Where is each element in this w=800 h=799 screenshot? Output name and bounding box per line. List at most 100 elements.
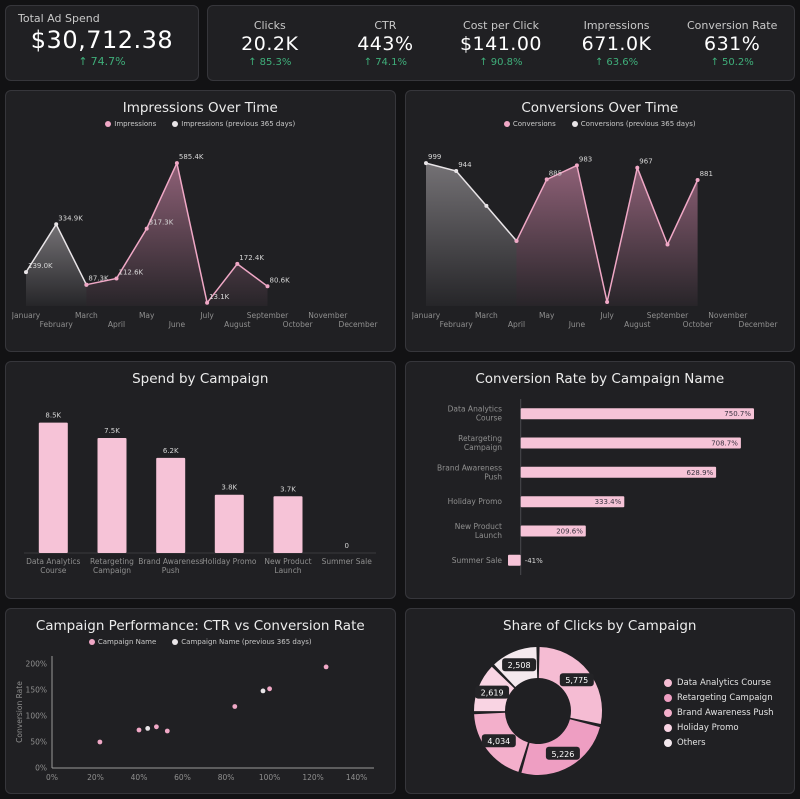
scatter-point[interactable] — [97, 739, 103, 745]
chart-legend[interactable]: Campaign Name Campaign Name (previous 365… — [88, 638, 312, 646]
data-point[interactable] — [175, 161, 180, 166]
kpi-card-impressions[interactable]: Impressions 671.0K ↑ 63.6% — [559, 12, 675, 74]
data-point[interactable] — [114, 276, 119, 281]
legend-item[interactable]: Holiday Promo — [663, 723, 774, 733]
svg-text:0%: 0% — [35, 764, 47, 773]
data-point[interactable] — [665, 242, 670, 247]
legend-item[interactable]: Conversions (previous 365 days) — [571, 120, 696, 128]
spend-by-campaign-chart[interactable]: 8.5K Data Analytics Course 7.5K Retargeting C… — [12, 389, 388, 589]
data-point[interactable] — [265, 284, 270, 289]
svg-text:Retargeting: Retargeting — [90, 557, 134, 566]
legend-item[interactable]: Others — [663, 738, 774, 748]
data-point[interactable] — [423, 161, 428, 166]
scatter-point[interactable] — [165, 728, 170, 734]
legend-item[interactable]: Retargeting Campaign — [663, 693, 774, 703]
chart-title: Conversions Over Time — [521, 100, 679, 116]
legend-item[interactable]: Conversions — [503, 120, 556, 128]
legend-item[interactable]: Campaign Name (previous 365 days) — [172, 638, 312, 646]
svg-text:Push: Push — [484, 472, 502, 481]
kpi-delta-value: 63.6% — [606, 56, 639, 68]
kpi-delta-value: 90.8% — [490, 56, 523, 68]
bar[interactable] — [520, 466, 716, 478]
svg-text:944: 944 — [458, 161, 472, 169]
kpi-card-clicks[interactable]: Clicks 20.2K ↑ 85.3% — [212, 12, 328, 74]
data-point[interactable] — [544, 177, 549, 182]
impressions-over-time-chart[interactable]: 139.0K 334.9K 87.3K 112.6K 317.3K 585.4K 13.1K… — [11, 130, 388, 338]
kpi-value: 20.2K — [241, 32, 299, 55]
kpi-card-cost-per-click[interactable]: Cost per Click $141.00 ↑ 90.8% — [443, 12, 559, 74]
legend-item[interactable]: Brand Awareness Push — [663, 708, 774, 718]
scatter-point[interactable] — [323, 664, 329, 670]
slice-label-chip — [545, 746, 580, 760]
scatter-point[interactable] — [154, 724, 160, 730]
conversion-rate-by-campaign-chart[interactable]: 750.7% Data Analytics Course 708.7% Retarget… — [412, 389, 788, 589]
legend-item[interactable]: Data Analytics Course — [663, 678, 774, 688]
bar[interactable] — [520, 437, 741, 449]
data-point[interactable] — [514, 238, 519, 243]
svg-text:-41%: -41% — [524, 557, 542, 565]
svg-text:172.4K: 172.4K — [240, 254, 265, 262]
area-fill — [425, 163, 517, 306]
area-fill — [516, 165, 698, 306]
legend-item[interactable]: Impressions — [105, 120, 156, 128]
svg-text:150%: 150% — [26, 685, 47, 694]
kpi-card-total-ad-spend[interactable]: Total Ad Spend $30,712.38 ↑ 74.7% — [5, 5, 199, 81]
data-point[interactable] — [695, 178, 700, 182]
legend-dot-icon — [663, 739, 672, 747]
data-point[interactable] — [235, 261, 240, 266]
bar[interactable] — [273, 496, 303, 553]
up-arrow-icon: ↑ — [710, 56, 719, 68]
scatter-point[interactable] — [145, 726, 151, 731]
chart-legend[interactable]: Impressions Impressions (previous 365 day… — [105, 120, 295, 128]
scatter-point[interactable] — [267, 686, 273, 692]
data-point[interactable] — [54, 222, 59, 227]
bar[interactable] — [520, 408, 754, 420]
scatter-point[interactable] — [260, 688, 266, 694]
data-point[interactable] — [144, 226, 149, 231]
chart-card-ctr-vs-conversion-rate: Campaign Performance: CTR vs Conversion … — [5, 608, 396, 794]
kpi-card-ctr[interactable]: CTR 443% ↑ 74.1% — [328, 12, 444, 74]
bar[interactable] — [97, 438, 127, 553]
scatter-point[interactable] — [232, 704, 238, 709]
data-point[interactable] — [574, 163, 579, 168]
slice-label-chip — [475, 685, 510, 699]
legend-dot-icon — [503, 121, 510, 127]
data-point[interactable] — [453, 169, 458, 173]
slice-label-chip — [481, 734, 516, 748]
svg-text:September: September — [647, 311, 689, 320]
svg-text:October: October — [682, 320, 713, 329]
bar[interactable] — [520, 496, 625, 508]
svg-text:Conversion Rate: Conversion Rate — [15, 681, 24, 743]
conversions-over-time-chart[interactable]: 999 944 885 983 967 881 January February March Ap… — [411, 130, 788, 338]
svg-text:100%: 100% — [26, 711, 47, 720]
bar[interactable] — [156, 457, 186, 553]
bar[interactable] — [215, 494, 245, 553]
ctr-vs-conversion-rate-chart[interactable]: 0% 20% 40% 60% 80% 100% 120% 140% 0% 50% 100% 150% 2… — [12, 648, 388, 790]
area-fill — [86, 163, 268, 306]
donut-legend[interactable]: Data Analytics Course Retargeting Campaig… — [663, 678, 774, 748]
data-point[interactable] — [205, 300, 210, 305]
bar[interactable] — [520, 525, 586, 537]
data-point[interactable] — [24, 270, 29, 275]
data-point[interactable] — [484, 203, 489, 208]
legend-item[interactable]: Campaign Name — [88, 638, 156, 646]
legend-dot-icon — [172, 639, 179, 645]
kpi-value: 443% — [357, 32, 414, 55]
chart-legend[interactable]: Conversions Conversions (previous 365 day… — [503, 120, 696, 128]
data-point[interactable] — [84, 282, 89, 287]
bar[interactable] — [39, 422, 69, 553]
data-point[interactable] — [635, 165, 640, 170]
share-of-clicks-donut-chart[interactable]: 5,775 5,226 4,034 2,619 2,508 — [426, 636, 650, 790]
legend-item[interactable]: Impressions (previous 365 days) — [172, 120, 295, 128]
scatter-point[interactable] — [136, 727, 142, 733]
chart-title: Impressions Over Time — [122, 100, 278, 116]
kpi-card-conversion-rate[interactable]: Conversion Rate 631% ↑ 50.2% — [674, 12, 790, 74]
kpi-value: $30,712.38 — [30, 26, 174, 54]
bar[interactable] — [507, 554, 521, 566]
data-point[interactable] — [604, 300, 609, 304]
kpi-delta: ↑ 74.1% — [364, 57, 407, 68]
svg-text:Holiday Promo: Holiday Promo — [202, 557, 257, 566]
svg-text:Summer Sale: Summer Sale — [451, 556, 502, 565]
svg-text:Course: Course — [40, 566, 67, 575]
svg-text:November: November — [708, 311, 748, 320]
